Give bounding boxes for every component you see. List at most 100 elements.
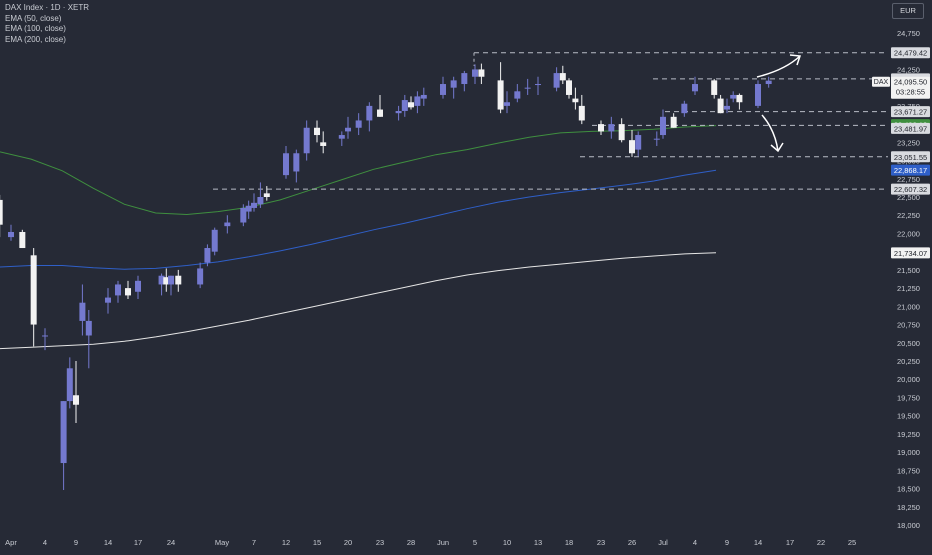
x-tick-label: 4 (693, 538, 697, 547)
candle[interactable] (504, 91, 510, 114)
candle[interactable] (115, 280, 121, 303)
candle[interactable] (395, 105, 402, 121)
candle[interactable] (30, 248, 37, 347)
candle[interactable] (320, 131, 327, 154)
candle[interactable] (338, 131, 345, 146)
candle[interactable] (553, 67, 560, 92)
candle[interactable] (681, 100, 688, 117)
candle[interactable] (598, 120, 604, 136)
annotations[interactable] (756, 54, 802, 153)
candle[interactable] (535, 76, 541, 95)
candle[interactable] (401, 94, 408, 117)
candle[interactable] (135, 275, 141, 300)
candle[interactable] (450, 76, 457, 99)
candle[interactable] (629, 129, 635, 157)
candle[interactable] (670, 113, 677, 128)
candle[interactable] (461, 70, 468, 92)
horizontal-levels[interactable] (213, 52, 888, 190)
candle[interactable] (303, 120, 310, 161)
candle[interactable] (730, 91, 737, 103)
candle[interactable] (240, 204, 247, 227)
candle[interactable] (514, 84, 521, 103)
candle[interactable] (578, 94, 585, 125)
candle[interactable] (283, 145, 289, 179)
candle[interactable] (608, 116, 615, 139)
candle[interactable] (717, 94, 724, 114)
candle-body (42, 335, 48, 337)
candle[interactable] (635, 131, 642, 157)
candle[interactable] (366, 102, 373, 132)
symbol-tag[interactable]: DAX (872, 76, 890, 87)
currency-button[interactable]: EUR (892, 3, 924, 19)
candle[interactable] (724, 98, 730, 114)
candle[interactable] (85, 309, 92, 369)
price-axis[interactable]: 18,000 18,250 18,500 18,750 19,000 19,250 19,5… (897, 29, 920, 530)
candle[interactable] (408, 96, 414, 110)
arrow-up[interactable] (756, 55, 801, 78)
symbol-title[interactable]: DAX Index · 1D · XETR (5, 3, 90, 12)
candle[interactable] (618, 118, 625, 143)
candle-body (158, 275, 165, 285)
y-tick-label: 20,750 (897, 321, 920, 330)
candle[interactable] (314, 120, 320, 143)
candle[interactable] (73, 361, 79, 423)
indicator-ema200-label[interactable]: EMA (200, close) (5, 34, 66, 44)
candle[interactable] (19, 229, 26, 249)
candle[interactable] (245, 200, 252, 219)
candle[interactable] (204, 244, 211, 267)
candle[interactable] (105, 288, 111, 314)
candle[interactable] (79, 284, 86, 336)
candle[interactable] (736, 93, 743, 110)
time-axis[interactable]: Apr 4 9 14 17 24 May 7 12 15 20 23 28 Jun 5 10 13 18 23 26 J… (5, 538, 856, 547)
candle[interactable] (559, 65, 566, 85)
candle[interactable] (478, 63, 485, 85)
arrow-down[interactable] (761, 114, 779, 152)
candle[interactable] (60, 401, 67, 491)
candle[interactable] (524, 78, 531, 95)
candle[interactable] (158, 273, 165, 296)
candle[interactable] (125, 280, 131, 300)
candle[interactable] (566, 78, 572, 99)
indicator-ema50-label[interactable]: EMA (50, close) (5, 13, 62, 23)
candle[interactable] (765, 76, 772, 88)
candle[interactable] (414, 91, 421, 114)
candle[interactable] (42, 328, 48, 351)
indicator-ema100-label[interactable]: EMA (100, close) (5, 24, 66, 33)
candles[interactable] (0, 62, 772, 491)
y-tick-label: 22,500 (897, 193, 920, 202)
candle[interactable] (168, 275, 174, 296)
candle[interactable] (692, 76, 698, 95)
candle[interactable] (211, 227, 218, 256)
candle[interactable] (572, 87, 579, 110)
candle[interactable] (224, 215, 231, 234)
candle-body (211, 229, 218, 252)
candle[interactable] (257, 182, 264, 208)
candle[interactable] (755, 80, 761, 109)
candle[interactable] (251, 193, 257, 212)
candle[interactable] (420, 87, 427, 106)
candle[interactable] (197, 262, 204, 289)
candle[interactable] (660, 109, 666, 139)
countdown-text: 03:28:55 (896, 88, 925, 97)
candle[interactable] (345, 116, 351, 139)
candle[interactable] (355, 113, 362, 136)
candle-body (73, 395, 79, 405)
candle[interactable] (263, 186, 270, 201)
candle[interactable] (497, 62, 504, 114)
candle[interactable] (653, 131, 660, 146)
candle[interactable] (472, 64, 478, 85)
x-tick-label: 17 (134, 538, 142, 547)
candle[interactable] (377, 94, 383, 117)
candle[interactable] (8, 224, 14, 241)
candle[interactable] (440, 76, 446, 99)
ema-line-50 (0, 125, 717, 216)
candle[interactable] (175, 269, 182, 292)
candle[interactable] (711, 78, 718, 99)
candle[interactable] (293, 149, 300, 183)
candle[interactable] (163, 268, 170, 292)
ema100-tag-bg (891, 164, 930, 176)
candle[interactable] (0, 194, 3, 238)
candle[interactable] (66, 357, 73, 409)
